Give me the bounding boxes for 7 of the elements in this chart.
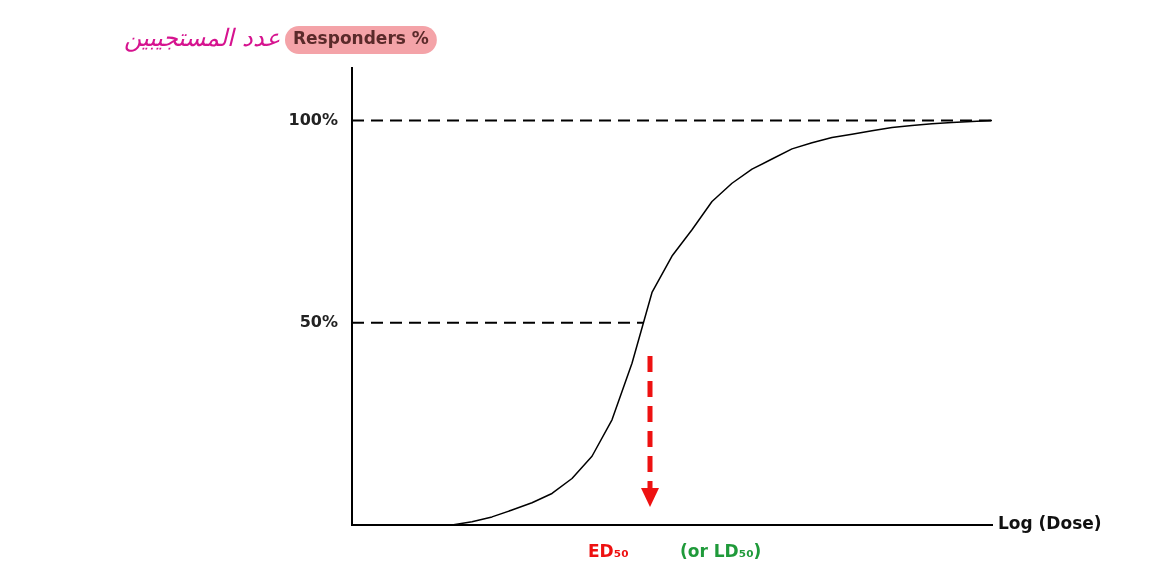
x-axis-title: Log (Dose)	[998, 513, 1102, 534]
text: ED₅₀	[588, 541, 629, 562]
y-axis-title: Responders %	[293, 28, 429, 49]
text: (or LD₅₀)	[680, 541, 762, 562]
text: عدد المستجيبين	[124, 24, 280, 53]
y-tick-label: 100%	[288, 109, 338, 129]
y-tick-label: 50%	[299, 311, 338, 331]
